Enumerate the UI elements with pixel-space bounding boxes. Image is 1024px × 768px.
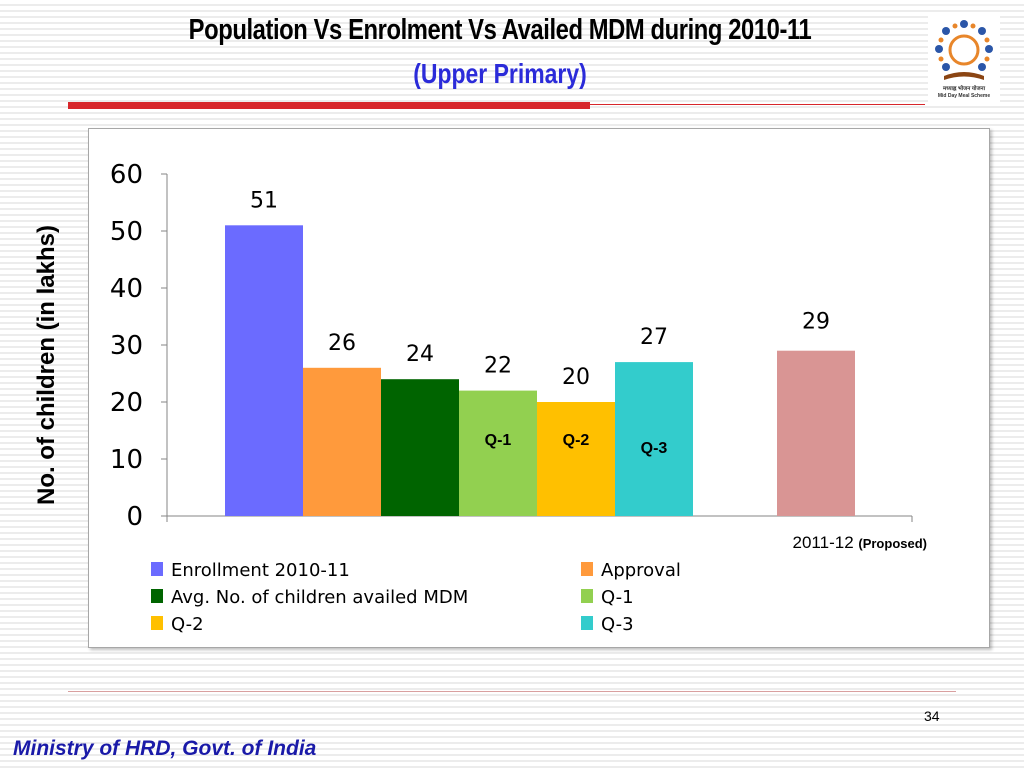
legend-label: Q-2 — [171, 614, 204, 635]
y-tick-label: 30 — [110, 331, 143, 361]
bar-q-3 — [615, 362, 693, 516]
x-category-note: (Proposed) — [858, 536, 927, 551]
slide-subtitle: (Upper Primary) — [413, 58, 587, 89]
data-label: 51 — [250, 188, 278, 213]
legend-label: Q-1 — [601, 587, 634, 608]
legend-label: Approval — [601, 560, 681, 581]
bar-inner-label: Q-2 — [563, 432, 590, 449]
data-label: 29 — [802, 310, 830, 335]
bar-approval — [303, 367, 381, 516]
y-tick-label: 50 — [110, 217, 143, 247]
title-thin-rule — [590, 104, 925, 105]
legend-label: Avg. No. of children availed MDM — [171, 587, 468, 608]
bar-q-2 — [537, 402, 615, 516]
bar-avg-no-of-children-availed-mdm — [381, 379, 459, 516]
y-axis-label: No. of children (in lakhs) — [33, 224, 60, 506]
legend-swatch — [151, 616, 163, 630]
legend-swatch — [581, 616, 593, 630]
data-label: 22 — [484, 354, 512, 379]
data-label: 20 — [562, 365, 590, 390]
y-tick-label: 20 — [110, 388, 143, 418]
legend-label: Enrollment 2010-11 — [171, 560, 350, 581]
logo-text-english: Mid Day Meal Scheme — [938, 93, 990, 99]
legend-swatch — [581, 562, 593, 576]
page-number: 34 — [924, 708, 940, 724]
y-tick-label: 10 — [110, 445, 143, 475]
bar-2011-12-proposed — [777, 350, 855, 516]
legend-swatch — [151, 589, 163, 603]
legend-swatch — [151, 562, 163, 576]
y-tick-label: 0 — [126, 502, 143, 532]
x-category-year: 2011-12 — [793, 533, 859, 552]
bar-q-1 — [459, 390, 537, 516]
legend-label: Q-3 — [601, 614, 634, 635]
bar-enrollment-2010-11 — [225, 225, 303, 517]
mid-day-meal-logo: मध्याह्न भोजन योजना Mid Day Meal Scheme — [928, 16, 1000, 102]
y-tick-label: 40 — [110, 274, 143, 304]
data-label: 27 — [640, 325, 668, 350]
data-label: 26 — [328, 331, 356, 356]
bar-inner-label: Q-1 — [485, 432, 512, 449]
bar-inner-label: Q-3 — [641, 440, 668, 457]
bar-chart: 0 10 20 30 40 50 60 51 26 24 22 Q-1 20 Q-2 27 Q-3 29 2011… — [110, 160, 927, 635]
footer-text: Ministry of HRD, Govt. of India — [13, 737, 317, 760]
data-label: 24 — [406, 342, 434, 367]
slide-title: Population Vs Enrolment Vs Availed MDM d… — [188, 14, 812, 46]
y-tick-label: 60 — [110, 160, 143, 190]
legend-swatch — [581, 589, 593, 603]
logo-text-hindi: मध्याह्न भोजन योजना — [942, 84, 986, 92]
title-rule — [68, 102, 590, 109]
x-category-label: 2011-12 (Proposed) — [793, 533, 927, 552]
chart-panel: 0 10 20 30 40 50 60 51 26 24 22 Q-1 20 Q-2 27 Q-3 29 2011… — [88, 128, 990, 648]
footer-rule — [68, 691, 956, 692]
